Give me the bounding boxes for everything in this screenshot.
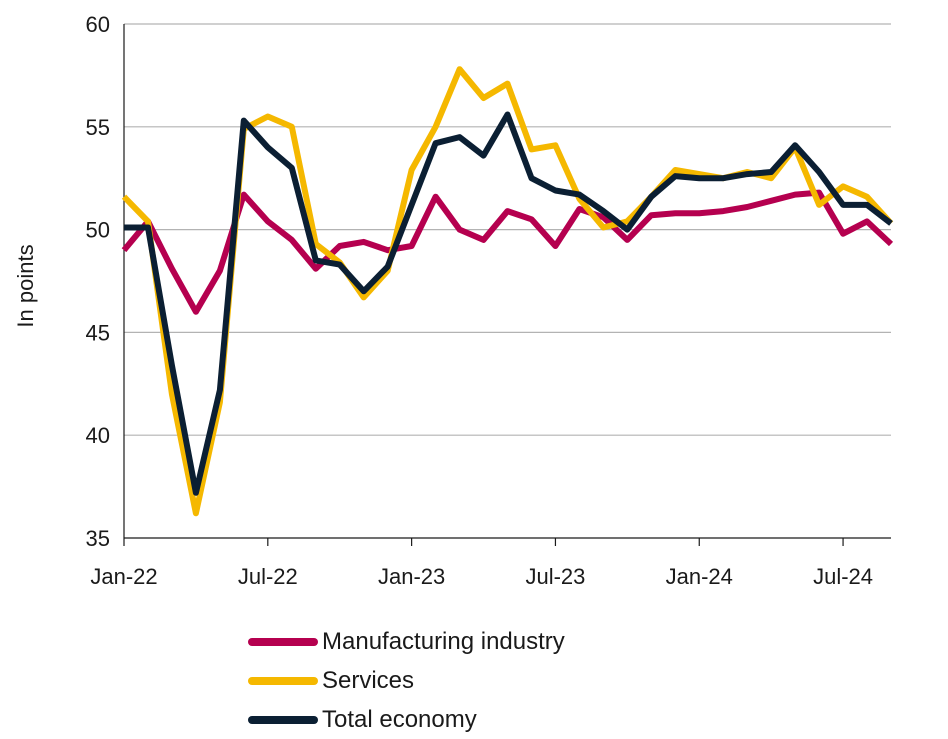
x-tick-label: Jul-23 — [525, 564, 585, 589]
y-tick-label: 35 — [86, 526, 110, 551]
legend-swatch-services — [248, 676, 318, 685]
x-tick-label: Jul-22 — [238, 564, 298, 589]
x-axis: Jan-22 Jul-22 Jan-23 Jul-23 Jan-24 Jul-24 — [90, 24, 891, 589]
chart-legend: Manufacturing industry Services Total ec… — [248, 622, 565, 739]
y-tick-label: 55 — [86, 115, 110, 140]
series-manufacturing-industry-line — [121, 189, 894, 315]
legend-label-total-economy: Total economy — [322, 705, 477, 733]
legend-swatch-manufacturing — [248, 637, 318, 646]
legend-item-services: Services — [248, 661, 565, 700]
series-lines — [121, 66, 894, 517]
x-tick-label: Jan-22 — [90, 564, 157, 589]
x-tick-label: Jul-24 — [813, 564, 873, 589]
legend-item-manufacturing: Manufacturing industry — [248, 622, 565, 661]
series-total-economy-line — [124, 111, 893, 496]
x-tick-label: Jan-24 — [666, 564, 733, 589]
legend-label-manufacturing: Manufacturing industry — [322, 627, 565, 655]
legend-swatch-total-economy — [248, 715, 318, 724]
y-tick-label: 40 — [86, 423, 110, 448]
y-tick-label: 60 — [86, 12, 110, 37]
y-tick-label: 50 — [86, 218, 110, 243]
x-tick-label: Jan-23 — [378, 564, 445, 589]
legend-label-services: Services — [322, 666, 415, 694]
series-services-line — [121, 66, 894, 517]
legend-item-total-economy: Total economy — [248, 700, 565, 739]
y-axis-title: In points — [13, 244, 38, 327]
y-tick-label: 45 — [86, 320, 110, 345]
y-axis-ticks: 35 40 45 50 55 60 — [86, 12, 110, 551]
